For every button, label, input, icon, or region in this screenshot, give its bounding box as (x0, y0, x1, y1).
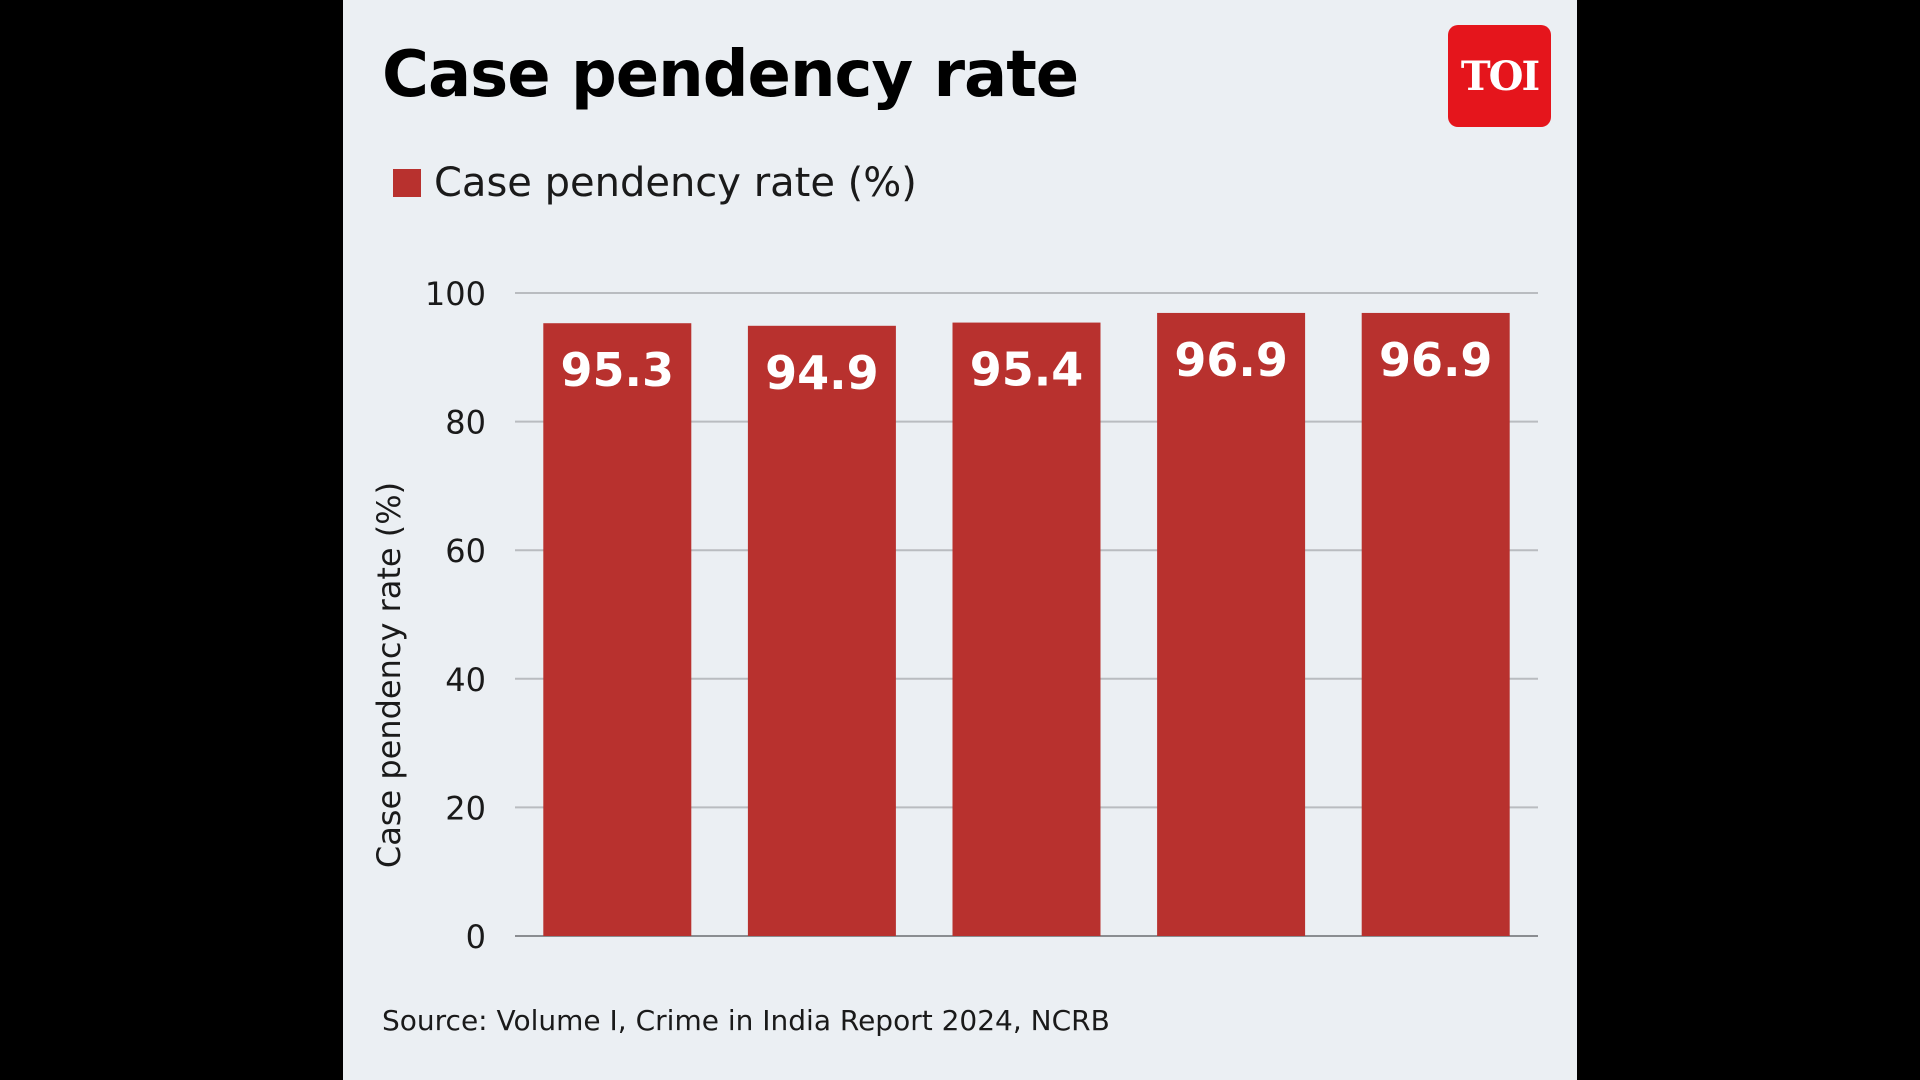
bar-value-label: 94.9 (765, 346, 879, 400)
legend-label: Case pendency rate (%) (434, 160, 917, 206)
bar (543, 323, 692, 936)
y-tick-label: 100 (425, 275, 486, 313)
source-note: Source: Volume I, Crime in India Report … (382, 1004, 1110, 1037)
bar (747, 325, 896, 937)
y-tick-label: 80 (445, 404, 486, 442)
y-tick-label: 20 (445, 789, 486, 827)
bar-value-label: 96.9 (1379, 333, 1493, 387)
y-tick-label: 0 (466, 918, 486, 956)
bar-value-label: 95.3 (561, 343, 675, 397)
toi-logo[interactable]: TOI (1448, 25, 1551, 127)
legend-swatch (393, 169, 421, 197)
bar (1361, 312, 1510, 937)
y-axis-ticks: 0 20 40 60 80 100 (425, 275, 486, 956)
bar (1157, 312, 1306, 937)
bar (952, 322, 1101, 936)
chart-title: Case pendency rate (382, 38, 1079, 112)
bar-value-label: 96.9 (1174, 333, 1288, 387)
y-axis-title: Case pendency rate (%) (370, 482, 408, 868)
bar-value-label: 95.4 (970, 343, 1084, 397)
bars (543, 312, 1510, 937)
chart-legend: Case pendency rate (%) (393, 160, 917, 206)
y-tick-label: 60 (445, 532, 486, 570)
data-labels: 95.3 94.9 95.4 96.9 96.9 (561, 333, 1493, 400)
y-tick-label: 40 (445, 661, 486, 699)
